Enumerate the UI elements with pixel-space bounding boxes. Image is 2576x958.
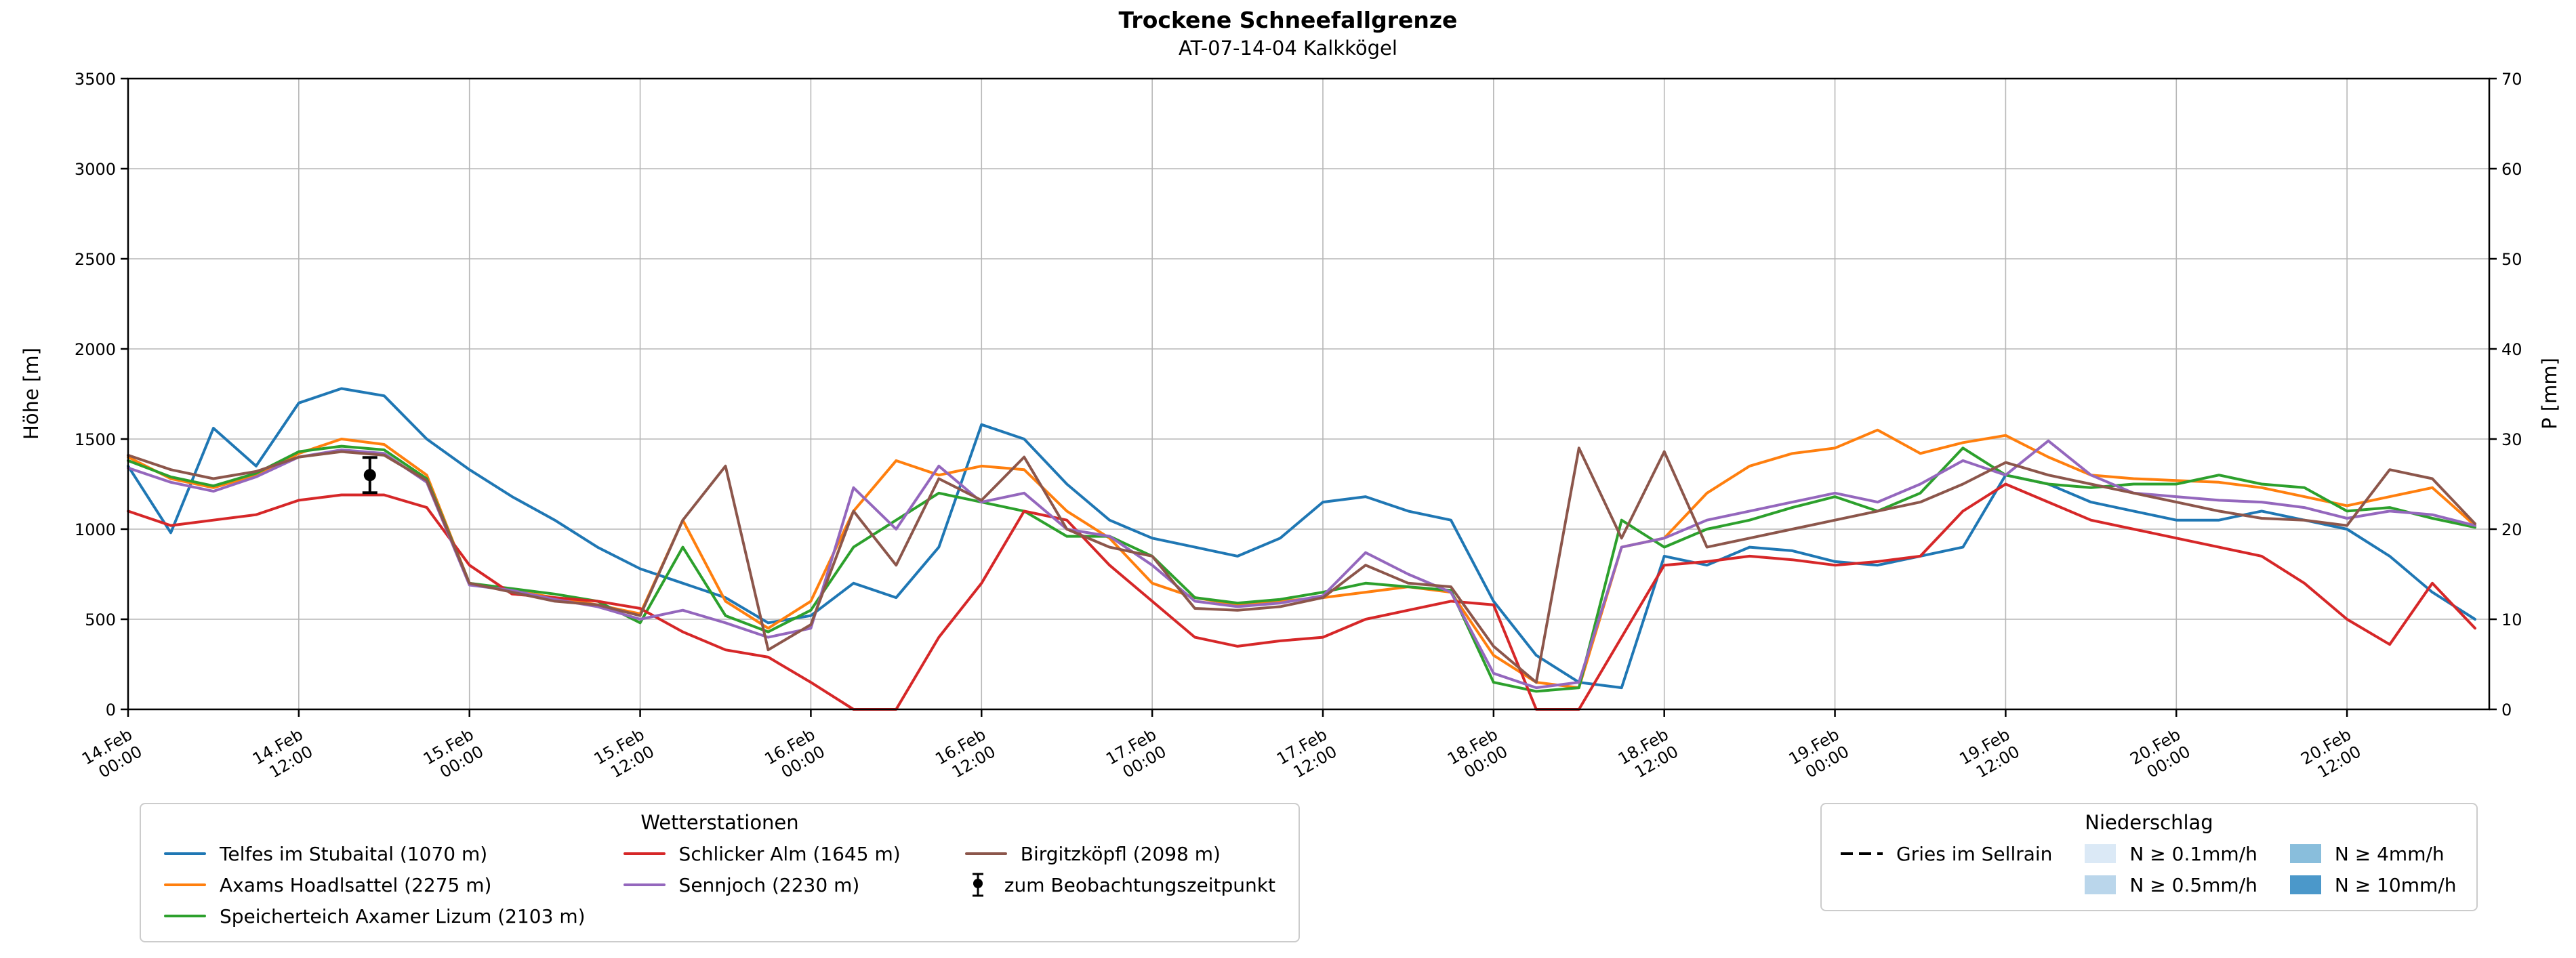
svg-text:15.Feb00:00: 15.Feb00:00 — [420, 725, 487, 786]
svg-text:3000: 3000 — [75, 160, 116, 179]
legend-item-precip-4: N ≥ 4mm/h — [2289, 838, 2457, 869]
svg-text:16.Feb12:00: 16.Feb12:00 — [932, 725, 998, 786]
svg-text:0: 0 — [106, 701, 116, 720]
legend-item-precip-10: N ≥ 10mm/h — [2289, 869, 2457, 900]
svg-text:50: 50 — [2501, 250, 2522, 269]
svg-text:500: 500 — [85, 610, 116, 629]
legend-label: Axams Hoadlsattel (2275 m) — [220, 873, 492, 896]
line-swatch-brown — [964, 852, 1007, 855]
svg-text:0: 0 — [2501, 701, 2512, 720]
svg-text:1000: 1000 — [75, 520, 116, 539]
svg-text:18.Feb12:00: 18.Feb12:00 — [1615, 725, 1681, 786]
svg-text:3500: 3500 — [75, 70, 116, 89]
legend-stations-title: Wetterstationen — [640, 811, 799, 834]
svg-text:19.Feb12:00: 19.Feb12:00 — [1957, 725, 2023, 786]
svg-text:60: 60 — [2501, 160, 2522, 179]
legend-label: N ≥ 4mm/h — [2334, 842, 2445, 865]
y-axis-label-left: Höhe [m] — [20, 348, 43, 440]
svg-text:16.Feb00:00: 16.Feb00:00 — [762, 725, 828, 786]
precip-patch-0_1 — [2085, 844, 2117, 863]
precip-patch-0_5 — [2085, 875, 2117, 894]
legend-item-precip-0_1: N ≥ 0.1mm/h — [2085, 838, 2257, 869]
observation-marker-icon — [972, 873, 983, 897]
svg-text:19.Feb00:00: 19.Feb00:00 — [1786, 725, 1852, 786]
svg-text:40: 40 — [2501, 340, 2522, 359]
line-swatch-purple — [623, 883, 666, 886]
legend-label: N ≥ 10mm/h — [2334, 873, 2457, 896]
y-axis-label-right: P [mm] — [2538, 358, 2561, 430]
svg-text:20.Feb00:00: 20.Feb00:00 — [2127, 725, 2193, 786]
legend-item-birgitzkoepfl: Birgitzköpfl (2098 m) — [964, 838, 1275, 869]
legend-item-axams: Axams Hoadlsattel (2275 m) — [164, 869, 586, 900]
legend-label: Birgitzköpfl (2098 m) — [1020, 842, 1221, 865]
line-swatch-orange — [164, 883, 206, 886]
svg-text:18.Feb00:00: 18.Feb00:00 — [1444, 725, 1511, 786]
svg-text:1500: 1500 — [75, 430, 116, 449]
legend-item-beobachtungszeitpunkt: zum Beobachtungszeitpunkt — [965, 869, 1275, 900]
legend-wetterstationen: Wetterstationen Telfes im Stubaital (107… — [140, 803, 1300, 942]
legend-precip-title: Niederschlag — [2085, 811, 2213, 834]
chart-subtitle: AT-07-14-04 Kalkkögel — [1179, 37, 1397, 60]
line-swatch-red — [623, 852, 666, 855]
legend-item-gries-im-sellrain: Gries im Sellrain — [1841, 838, 2052, 869]
svg-text:10: 10 — [2501, 610, 2522, 629]
svg-text:14.Feb12:00: 14.Feb12:00 — [249, 725, 316, 786]
svg-text:17.Feb12:00: 17.Feb12:00 — [1273, 725, 1340, 786]
legend-label: Telfes im Stubaital (1070 m) — [220, 842, 488, 865]
dashed-line-swatch — [1841, 852, 1883, 855]
legend-item-telfes: Telfes im Stubaital (1070 m) — [164, 838, 586, 869]
legend-label: Sennjoch (2230 m) — [678, 873, 860, 896]
svg-text:20: 20 — [2501, 520, 2522, 539]
precip-patch-4 — [2289, 844, 2321, 863]
legend-label: N ≥ 0.5mm/h — [2129, 873, 2257, 896]
svg-text:17.Feb00:00: 17.Feb00:00 — [1103, 725, 1169, 786]
svg-text:2000: 2000 — [75, 340, 116, 359]
legend-label: Speicherteich Axamer Lizum (2103 m) — [220, 904, 586, 928]
legend-niederschlag: Niederschlag Gries im Sellrain N ≥ 0.1mm… — [1820, 803, 2478, 911]
legend-label: Schlicker Alm (1645 m) — [678, 842, 901, 865]
plot-area: 0 500 1000 1500 2000 2500 3000 3500 0 10 20 30 40 50 6… — [75, 70, 2522, 786]
legend-item-speicherteich: Speicherteich Axamer Lizum (2103 m) — [164, 900, 586, 932]
line-swatch-green — [164, 915, 206, 917]
legend-item-precip-0_5: N ≥ 0.5mm/h — [2085, 869, 2257, 900]
precip-patch-10 — [2289, 875, 2321, 894]
chart-title: Trockene Schneefallgrenze — [1118, 7, 1458, 33]
legend-label: zum Beobachtungszeitpunkt — [1004, 873, 1275, 896]
legend-item-schlicker-alm: Schlicker Alm (1645 m) — [623, 838, 927, 869]
svg-text:15.Feb12:00: 15.Feb12:00 — [591, 725, 657, 786]
svg-text:20.Feb12:00: 20.Feb12:00 — [2297, 725, 2364, 786]
legend-label: Gries im Sellrain — [1896, 842, 2053, 865]
svg-text:14.Feb00:00: 14.Feb00:00 — [79, 725, 145, 786]
svg-text:2500: 2500 — [75, 250, 116, 269]
svg-text:70: 70 — [2501, 70, 2522, 89]
svg-text:30: 30 — [2501, 430, 2522, 449]
legend-item-sennjoch: Sennjoch (2230 m) — [623, 869, 927, 900]
line-swatch-blue — [164, 852, 206, 855]
legend-label: N ≥ 0.1mm/h — [2129, 842, 2257, 865]
